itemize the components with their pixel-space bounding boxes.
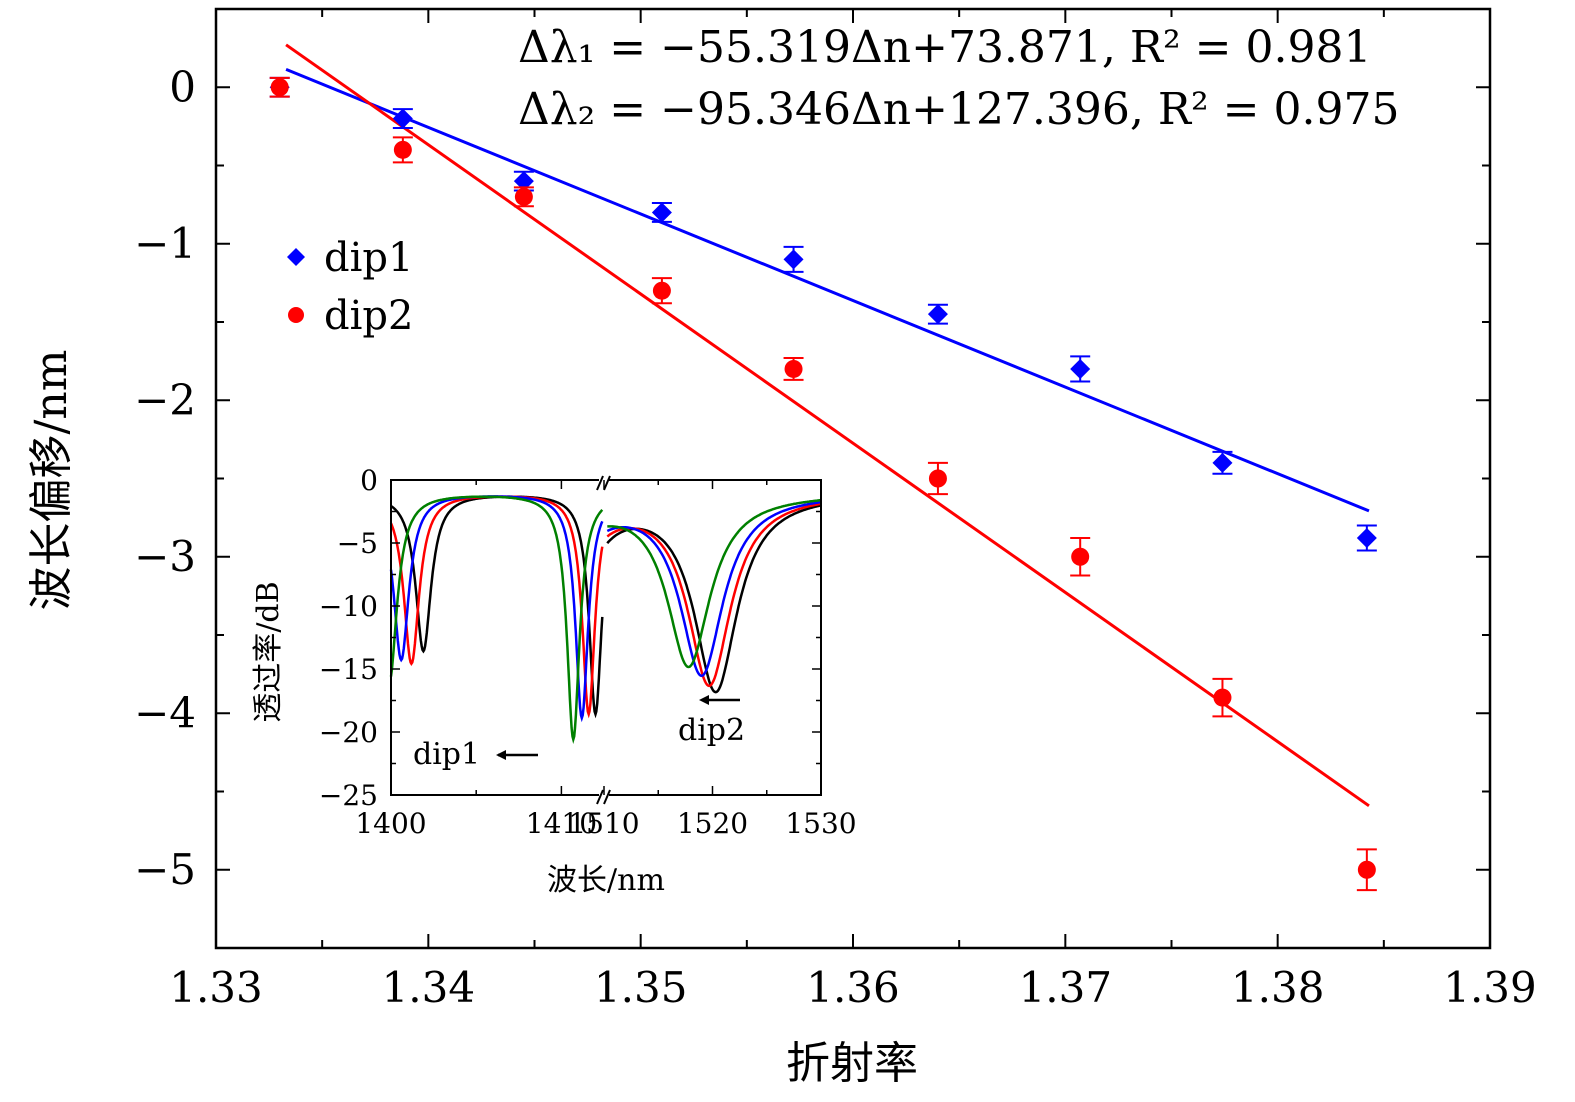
inset-label-dip2: dip2 — [678, 713, 745, 748]
x-tick-label: 1.34 — [382, 963, 476, 1012]
inset-curves — [389, 495, 822, 744]
inset-label-dip1: dip1 — [413, 737, 480, 772]
marker-circle — [1213, 688, 1232, 707]
inset-x-tick-label: 1530 — [785, 807, 856, 840]
inset-curve-green-right — [607, 498, 822, 669]
data-point-dip2 — [392, 136, 413, 164]
inset-break-mark — [603, 789, 611, 805]
y-axis-label: 波长偏移/nm — [26, 350, 77, 611]
inset-y-tick-label: −20 — [319, 716, 378, 749]
legend: dip1 dip2 — [287, 235, 413, 339]
marker-diamond — [927, 304, 948, 325]
data-point-dip2 — [651, 277, 672, 305]
inset-x-tick-label: 1400 — [355, 807, 426, 840]
inset-y-tick-label: −15 — [319, 653, 378, 686]
y-tick-label: −1 — [134, 219, 196, 268]
inset-x-tick-label: 1410 — [526, 807, 597, 840]
marker-circle — [393, 140, 412, 159]
legend-marker-dip2 — [288, 307, 304, 323]
inset-break-mark — [596, 789, 604, 805]
fit-equation-dip2: Δλ₂ = −95.346Δn+127.396, R² = 0.975 — [518, 84, 1399, 135]
data-point-dip2 — [1070, 536, 1091, 577]
marker-diamond — [513, 171, 534, 192]
x-tick-label: 1.36 — [806, 963, 900, 1012]
inset-arrow-head-dip1 — [496, 750, 506, 760]
legend-label-dip2: dip2 — [324, 293, 413, 339]
y-tick-label: −2 — [134, 375, 196, 424]
data-point-dip1 — [1070, 355, 1091, 383]
marker-diamond — [1212, 452, 1233, 473]
inset-x-tick-label: 1520 — [677, 807, 748, 840]
data-point-dip1 — [1356, 524, 1377, 552]
marker-diamond — [1070, 358, 1091, 379]
inset-x-tick-label: 1510 — [568, 807, 639, 840]
y-axis-tick-labels: 0 −1 −2 −3 −4 −5 — [134, 62, 196, 894]
data-points — [269, 76, 1377, 892]
inset-arrow-head-dip2 — [699, 695, 709, 705]
data-point-dip2 — [1212, 677, 1233, 718]
y-tick-label: −5 — [134, 845, 196, 894]
legend-label-dip1: dip1 — [324, 235, 413, 281]
fit-lines — [285, 43, 1370, 808]
data-point-dip1 — [392, 108, 413, 129]
x-tick-label: 1.39 — [1443, 963, 1537, 1012]
inset-y-tick-label: 0 — [360, 464, 378, 497]
inset-curve-green-left — [389, 495, 604, 744]
data-point-dip2 — [927, 461, 948, 496]
marker-diamond — [392, 108, 413, 129]
inset-x-axis-label: 波长/nm — [547, 863, 665, 898]
x-axis-label: 折射率 — [786, 1038, 918, 1089]
data-point-dip2 — [783, 356, 804, 381]
marker-circle — [652, 281, 671, 300]
marker-circle — [1071, 547, 1090, 566]
fit-line-dip2 — [285, 43, 1370, 808]
x-tick-label: 1.33 — [169, 963, 263, 1012]
data-point-dip1 — [927, 303, 948, 325]
inset-break-mark — [596, 475, 604, 491]
y-tick-label: −4 — [134, 688, 196, 737]
marker-diamond — [1356, 527, 1377, 548]
data-point-dip1 — [783, 245, 804, 273]
marker-circle — [1357, 860, 1376, 879]
y-tick-label: −3 — [134, 532, 196, 581]
inset-curve-blue-right — [606, 500, 822, 678]
data-point-dip2 — [513, 186, 534, 208]
data-point-dip1 — [1212, 450, 1233, 475]
data-point-dip1 — [651, 202, 672, 223]
data-point-dip2 — [269, 76, 290, 98]
main-axis-ticks — [215, 8, 1491, 949]
inset-y-tick-labels: 0 −5 −10 −15 −20 −25 — [319, 464, 378, 812]
x-tick-label: 1.35 — [594, 963, 688, 1012]
x-axis-tick-labels: 1.33 1.34 1.35 1.36 1.37 1.38 1.39 — [169, 963, 1537, 1012]
inset-break-mark — [603, 475, 611, 491]
inset-axis-ticks — [390, 479, 822, 796]
inset-curve-red-right — [606, 502, 822, 688]
inset-y-tick-label: −10 — [319, 590, 378, 623]
y-tick-label: 0 — [169, 62, 196, 111]
inset-y-tick-label: −5 — [337, 527, 378, 560]
data-point-dip2 — [1356, 848, 1377, 892]
inset-background — [391, 480, 821, 795]
fit-equation-dip1: Δλ₁ = −55.319Δn+73.871, R² = 0.981 — [518, 22, 1371, 73]
fit-line-dip1 — [285, 67, 1370, 513]
inset-y-axis-label: 透过率/dB — [251, 581, 286, 722]
marker-circle — [784, 359, 803, 378]
marker-circle — [928, 469, 947, 488]
marker-circle — [514, 187, 533, 206]
x-tick-label: 1.38 — [1231, 963, 1325, 1012]
x-tick-label: 1.37 — [1019, 963, 1113, 1012]
marker-circle — [270, 78, 289, 97]
marker-diamond — [651, 202, 672, 223]
legend-marker-dip1 — [287, 248, 305, 266]
inset-y-tick-label: −25 — [319, 779, 378, 812]
marker-diamond — [783, 249, 804, 270]
